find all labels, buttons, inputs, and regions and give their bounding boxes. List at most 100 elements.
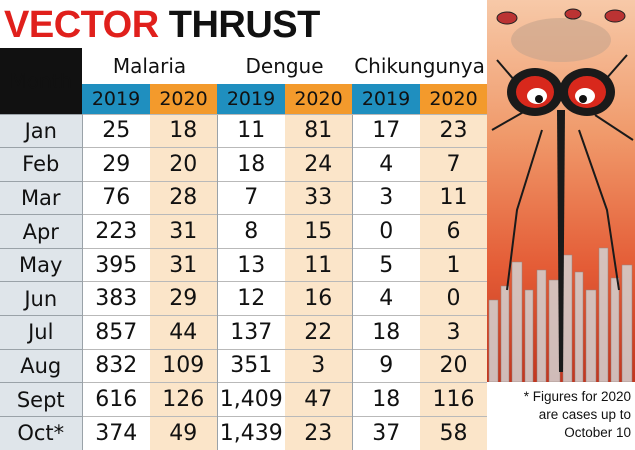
dengue-2020-cell: 24: [285, 147, 353, 182]
malaria-2019-cell: 29: [81, 147, 150, 182]
footnote: * Figures for 2020 are cases up to Octob…: [487, 382, 635, 450]
malaria-2020-cell: 44: [150, 315, 218, 350]
dengue-2019-cell: 18: [216, 147, 286, 182]
group-header-dengue: Dengue: [217, 48, 353, 84]
dengue-2019-cell: 13: [216, 247, 286, 282]
dengue-2019-cell: 8: [216, 214, 286, 249]
year-header-2020: 2020: [150, 84, 218, 114]
month-cell: Apr: [0, 214, 82, 249]
title-thrust: THRUST: [168, 4, 321, 46]
dengue-2020-cell: 47: [285, 382, 353, 417]
month-cell: May: [0, 247, 82, 282]
chikungunya-2020-cell: 0: [420, 281, 488, 316]
malaria-2020-cell: 29: [150, 281, 218, 316]
malaria-2020-cell: 28: [150, 180, 218, 215]
chikungunya-2019-cell: 17: [351, 113, 421, 148]
chikungunya-2019-cell: 18: [351, 315, 421, 350]
year-header-2020: 2020: [285, 84, 353, 114]
dengue-2020-cell: 3: [285, 348, 353, 383]
dengue-2019-cell: 137: [216, 315, 286, 350]
chikungunya-2019-cell: 37: [351, 415, 421, 450]
month-cell: Aug: [0, 348, 82, 383]
dengue-2020-cell: 33: [285, 180, 353, 215]
dengue-2019-cell: 7: [216, 180, 286, 215]
month-header: Month: [0, 48, 82, 114]
malaria-2020-cell: 49: [150, 415, 218, 450]
chikungunya-2020-cell: 3: [420, 315, 488, 350]
dengue-2019-cell: 1,439: [216, 415, 286, 450]
malaria-2019-cell: 223: [81, 214, 150, 249]
chikungunya-2019-cell: 4: [351, 147, 421, 182]
month-cell: Feb: [0, 147, 82, 182]
table-row: Mar 76 28 7 33 3 11: [0, 180, 488, 215]
footnote-line2: are cases up to: [538, 407, 631, 422]
dengue-2020-cell: 15: [285, 214, 353, 249]
table-row: Jan 25 18 11 81 17 23: [0, 113, 488, 148]
chikungunya-2020-cell: 11: [420, 180, 488, 215]
malaria-2020-cell: 126: [150, 382, 218, 417]
chikungunya-2020-cell: 7: [420, 147, 488, 182]
group-header-chikungunya: Chikungunya: [352, 48, 488, 84]
malaria-2020-cell: 109: [150, 348, 218, 383]
malaria-2019-cell: 25: [81, 113, 150, 148]
year-header-2019: 2019: [352, 84, 421, 114]
malaria-2019-cell: 76: [81, 180, 150, 215]
dengue-2020-cell: 22: [285, 315, 353, 350]
chikungunya-2019-cell: 18: [351, 382, 421, 417]
table-row: May 395 31 13 11 5 1: [0, 247, 488, 282]
table-row: Apr 223 31 8 15 0 6: [0, 214, 488, 249]
month-cell: Sept: [0, 382, 82, 417]
month-cell: Jan: [0, 113, 82, 148]
chikungunya-2019-cell: 4: [351, 281, 421, 316]
malaria-2019-cell: 383: [81, 281, 150, 316]
group-header-malaria: Malaria: [82, 48, 218, 84]
dengue-2020-cell: 81: [285, 113, 353, 148]
dengue-2019-cell: 11: [216, 113, 286, 148]
dengue-2020-cell: 16: [285, 281, 353, 316]
year-header-2020: 2020: [420, 84, 488, 114]
chikungunya-2020-cell: 116: [420, 382, 488, 417]
malaria-2020-cell: 20: [150, 147, 218, 182]
malaria-2020-cell: 31: [150, 247, 218, 282]
mosquito-city-artwork: [487, 0, 635, 382]
chikungunya-2019-cell: 0: [351, 214, 421, 249]
year-header-2019: 2019: [217, 84, 286, 114]
chikungunya-2020-cell: 1: [420, 247, 488, 282]
title-vector: VECTOR: [4, 4, 159, 46]
cases-table: Month Malaria Dengue Chikungunya 2019 20…: [0, 48, 488, 450]
malaria-2020-cell: 18: [150, 113, 218, 148]
dengue-2020-cell: 11: [285, 247, 353, 282]
malaria-2019-cell: 395: [81, 247, 150, 282]
chikungunya-2020-cell: 58: [420, 415, 488, 450]
chikungunya-2019-cell: 3: [351, 180, 421, 215]
malaria-2020-cell: 31: [150, 214, 218, 249]
dengue-2019-cell: 12: [216, 281, 286, 316]
chikungunya-2020-cell: 23: [420, 113, 488, 148]
header: VECTOR THRUST: [0, 0, 487, 48]
malaria-2019-cell: 616: [81, 382, 150, 417]
chikungunya-2020-cell: 20: [420, 348, 488, 383]
mosquito-illustration: [487, 0, 635, 382]
table-row: Jun 383 29 12 16 4 0: [0, 281, 488, 316]
malaria-2019-cell: 374: [81, 415, 150, 450]
table-row: Sept 616 126 1,409 47 18 116: [0, 382, 488, 417]
month-cell: Jul: [0, 315, 82, 350]
year-header-2019: 2019: [82, 84, 150, 114]
dengue-2020-cell: 23: [285, 415, 353, 450]
table-row: Oct* 374 49 1,439 23 37 58: [0, 415, 488, 450]
footnote-line3: October 10: [564, 425, 631, 440]
month-cell: Oct*: [0, 415, 82, 450]
malaria-2019-cell: 832: [81, 348, 150, 383]
table-row: Jul 857 44 137 22 18 3: [0, 315, 488, 350]
month-cell: Jun: [0, 281, 82, 316]
table-row: Feb 29 20 18 24 4 7: [0, 147, 488, 182]
page-title: VECTOR THRUST: [4, 2, 320, 48]
malaria-2019-cell: 857: [81, 315, 150, 350]
chikungunya-2020-cell: 6: [420, 214, 488, 249]
dengue-2019-cell: 1,409: [216, 382, 286, 417]
chikungunya-2019-cell: 9: [351, 348, 421, 383]
month-cell: Mar: [0, 180, 82, 215]
footnote-line1: * Figures for 2020: [523, 389, 631, 404]
chikungunya-2019-cell: 5: [351, 247, 421, 282]
dengue-2019-cell: 351: [216, 348, 286, 383]
